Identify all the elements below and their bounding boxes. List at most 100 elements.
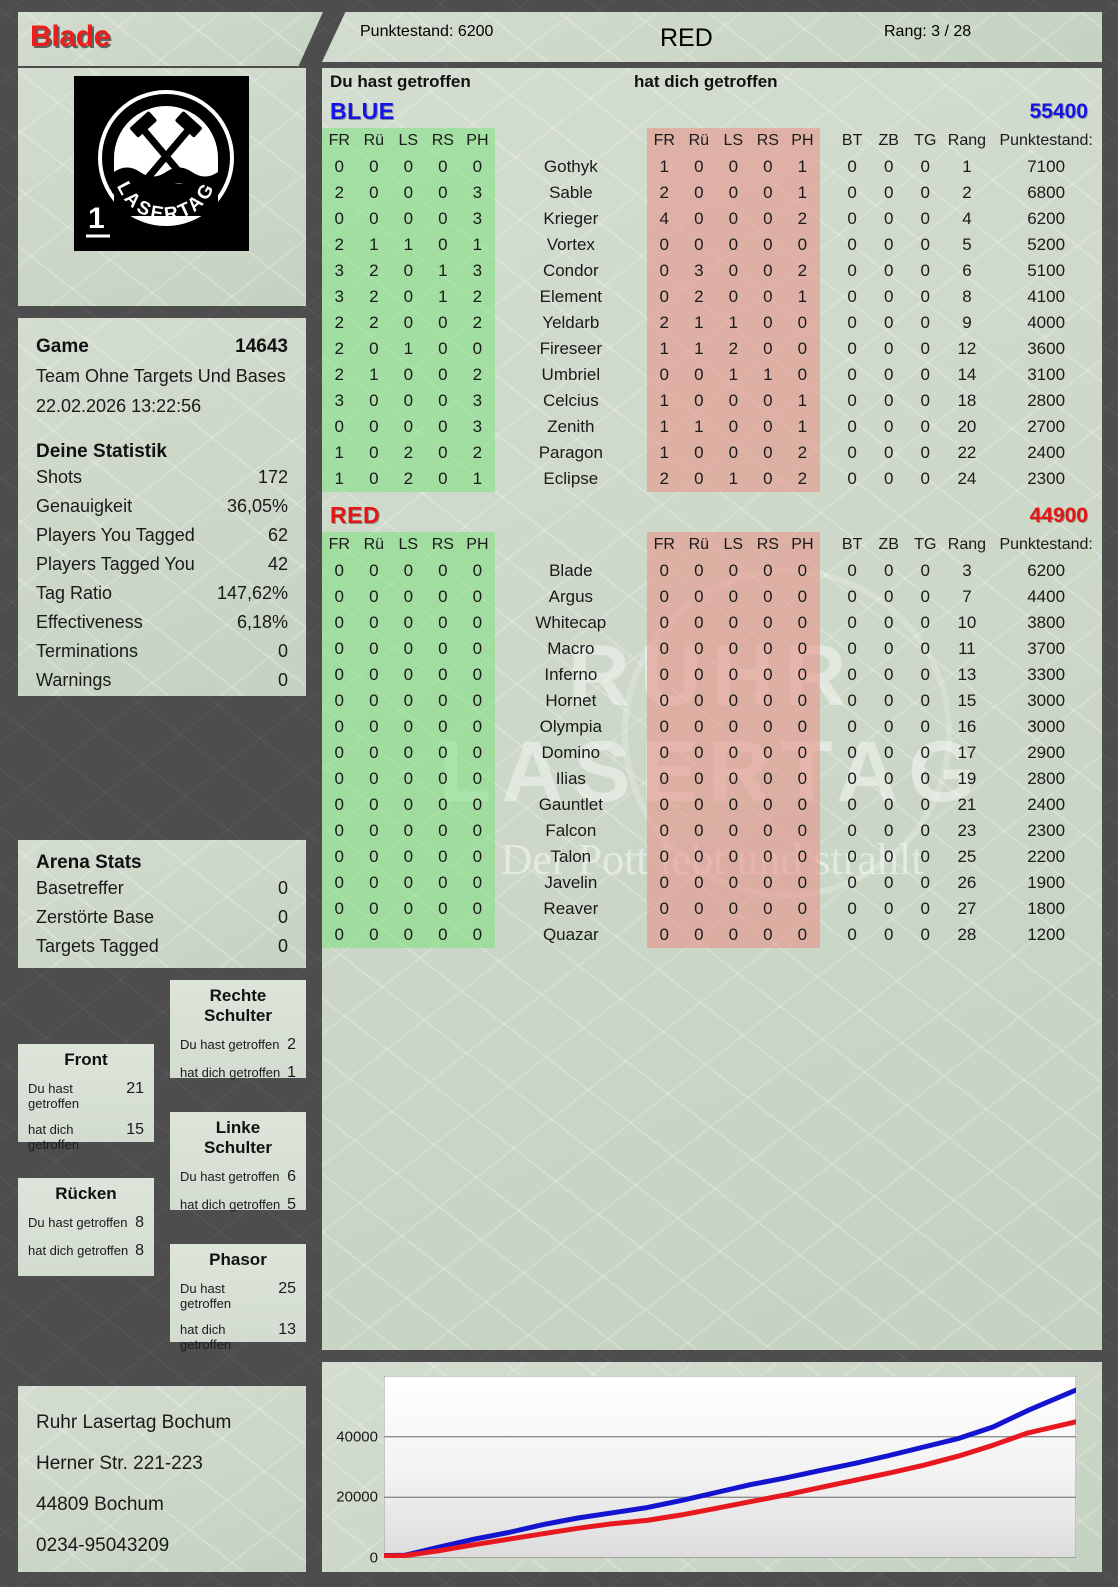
stat-label: Tag Ratio	[36, 583, 113, 603]
cell-hit: 3	[322, 258, 357, 284]
cell-taken: 0	[681, 844, 717, 870]
cell-extra: 0	[920, 899, 931, 918]
arena-stat-row: Basetreffer 0	[36, 874, 288, 903]
cell-hit: 1	[322, 466, 357, 492]
arena-stats-list: Basetreffer 0 Zerstörte Base 0 Targets Tagge…	[36, 874, 288, 961]
cell-gap	[820, 662, 834, 688]
cell-taken: 0	[681, 466, 717, 492]
cell-taken: 2	[647, 466, 682, 492]
cell-taken: 2	[716, 336, 751, 362]
col-header-taken-LS: LS	[716, 532, 751, 558]
cell-player-name: Whitecap	[535, 613, 607, 632]
cell-taken: 0	[681, 818, 717, 844]
table-row: 2 2 0 0 2 Yeldarb 2 1 1 0 0 0 0 0 9 4000	[322, 310, 1102, 336]
header-rank: Rang: 3 / 28	[884, 23, 972, 40]
scoreboard-tables: Du hast getroffen hat dich getroffen BLU…	[322, 68, 1102, 958]
cell-taken: 1	[785, 284, 820, 310]
cell-player-name: Blade	[549, 561, 593, 580]
cell-taken: 0	[647, 896, 682, 922]
cell-hit: 1	[322, 440, 357, 466]
col-header-taken-LS: LS	[716, 128, 751, 154]
zone-hit-value: 2	[287, 1036, 296, 1053]
address-line: 0234-95043209	[36, 1535, 170, 1556]
table-row: 0 0 0 0 0 Inferno 0 0 0 0 0 0 0 0 13 3300	[322, 662, 1102, 688]
zone-taken-label: hat dich getroffen	[28, 1122, 80, 1152]
cell-extra: 0	[847, 157, 857, 176]
cell-player-name: Element	[539, 287, 603, 306]
cell-hit: 0	[356, 154, 392, 180]
cell-hit: 0	[391, 740, 426, 766]
cell-taken: 0	[750, 388, 786, 414]
col-header-taken-FR: FR	[647, 532, 682, 558]
zone-title: Rücken	[55, 1184, 117, 1203]
table-row: 0 0 0 0 0 Argus 0 0 0 0 0 0 0 0 7 4400	[322, 584, 1102, 610]
table-row: 3 2 0 1 2 Element 0 2 0 0 1 0 0 0 8 4100	[322, 284, 1102, 310]
stat-row: Players You Tagged 62	[36, 521, 288, 550]
cell-hit: 0	[391, 922, 426, 948]
stat-value: 0	[277, 641, 288, 661]
col-header-gap	[820, 128, 834, 154]
col-header-name	[495, 128, 647, 154]
cell-player-name: Domino	[541, 743, 601, 762]
cell-extra: 0	[847, 209, 857, 228]
cell-points: 4400	[1027, 587, 1066, 606]
cell-player-name: Eclipse	[543, 469, 599, 488]
cell-extra: 0	[847, 925, 857, 944]
ruhr-lasertag-logo-icon: RUHR LASERTAG 1	[74, 76, 249, 251]
cell-extra: 0	[883, 209, 894, 228]
table-row: 0 0 0 0 0 Blade 0 0 0 0 0 0 0 0 3 6200	[322, 558, 1102, 584]
cell-player-name: Yeldarb	[542, 313, 600, 332]
cell-rank: 6	[962, 261, 972, 280]
cell-hit: 0	[460, 870, 495, 896]
cell-extra: 0	[883, 613, 894, 632]
body-zone-card-front: Front Du hast getroffen 21 hat dich getroff…	[18, 1044, 154, 1152]
zone-taken-label: hat dich getroffen	[180, 1065, 281, 1080]
col-header-hit-FR: FR	[322, 532, 357, 558]
table-row: 0 0 0 0 0 Quazar 0 0 0 0 0 0 0 0 28 1200	[322, 922, 1102, 948]
cell-hit: 0	[356, 740, 392, 766]
zone-hit-row: Du hast getroffen 8	[28, 1214, 144, 1232]
cell-points: 6800	[1027, 183, 1066, 202]
cell-extra: 0	[920, 821, 931, 840]
cell-points: 3800	[1027, 613, 1066, 632]
cell-hit: 0	[391, 414, 426, 440]
cell-taken: 0	[716, 896, 751, 922]
cell-hit: 2	[460, 362, 495, 388]
stat-label: Effectiveness	[36, 612, 143, 632]
cell-taken: 4	[647, 206, 682, 232]
stat-value: 6,18%	[236, 612, 288, 632]
cell-taken: 0	[647, 870, 682, 896]
cell-hit: 0	[425, 662, 461, 688]
cell-taken: 0	[681, 714, 717, 740]
cell-hit: 0	[425, 414, 461, 440]
caption-hit-you: hat dich getroffen	[634, 72, 778, 91]
cell-extra: 0	[847, 287, 857, 306]
table-row: 0 0 0 0 3 Zenith 1 1 0 0 1 0 0 0 20 2700	[322, 414, 1102, 440]
cell-hit: 0	[391, 284, 426, 310]
cell-player-name: Paragon	[538, 443, 603, 462]
cell-hit: 0	[460, 336, 495, 362]
cell-extra: 0	[883, 717, 894, 736]
cell-taken: 0	[716, 414, 751, 440]
cell-points: 3100	[1027, 365, 1066, 384]
address-line: 44809 Bochum	[36, 1494, 164, 1515]
cell-extra: 0	[883, 691, 894, 710]
table-row: 0 0 0 0 0 Domino 0 0 0 0 0 0 0 0 17 2900	[322, 740, 1102, 766]
zone-taken-row: hat dich getroffen 1	[180, 1064, 296, 1082]
cell-extra: 0	[883, 795, 894, 814]
cell-hit: 0	[322, 740, 357, 766]
cell-rank: 3	[962, 561, 972, 580]
stat-value: 36,05%	[226, 496, 288, 516]
cell-taken: 0	[785, 714, 820, 740]
cell-extra: 0	[883, 639, 894, 658]
zone-hit-row: Du hast getroffen 2	[180, 1036, 296, 1054]
cell-hit: 0	[391, 662, 426, 688]
header-right-panel	[322, 12, 1102, 62]
cell-taken: 0	[647, 232, 682, 258]
cell-rank: 11	[958, 639, 976, 658]
cell-points: 3700	[1027, 639, 1066, 658]
cell-hit: 0	[322, 766, 357, 792]
cell-points: 5100	[1027, 261, 1066, 280]
cell-rank: 23	[957, 821, 977, 840]
cell-rank: 25	[957, 847, 977, 866]
